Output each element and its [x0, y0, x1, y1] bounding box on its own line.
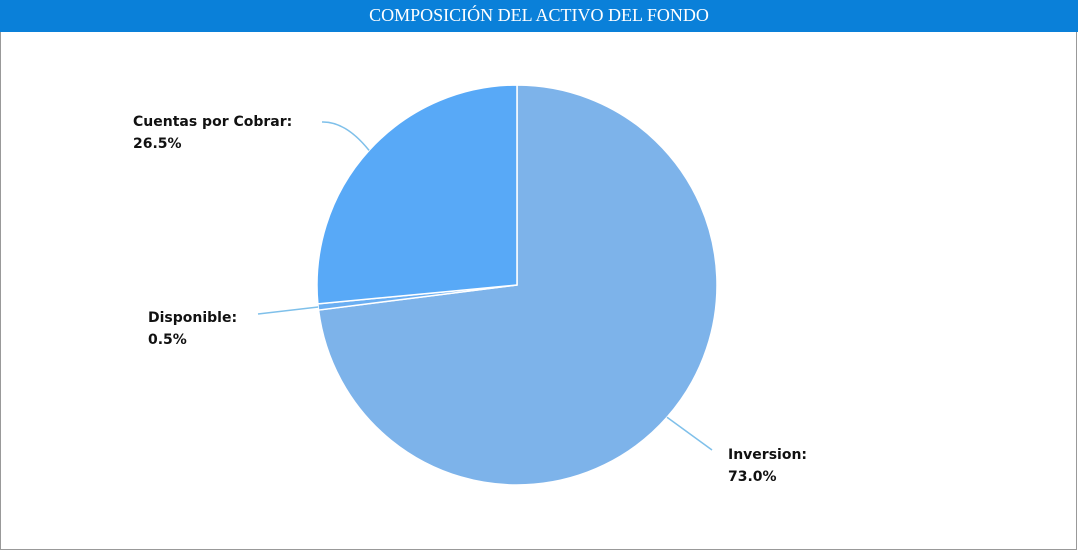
leader-line — [257, 306, 319, 315]
leader-line — [666, 416, 713, 451]
slice-label: Inversion: — [728, 447, 807, 463]
title-bar — [0, 0, 1078, 32]
slice-value-label: 26.5% — [133, 136, 182, 152]
leader-line — [321, 121, 370, 151]
pie-slice — [316, 84, 518, 305]
slice-value-label: 73.0% — [728, 469, 777, 485]
slice-label: Cuentas por Cobrar: — [133, 114, 292, 130]
pie-slice — [317, 84, 718, 486]
slice-label: Disponible: — [148, 310, 237, 326]
slice-value-label: 0.5% — [148, 332, 187, 348]
chart-title: COMPOSICIÓN DEL ACTIVO DEL FONDO — [369, 4, 709, 25]
